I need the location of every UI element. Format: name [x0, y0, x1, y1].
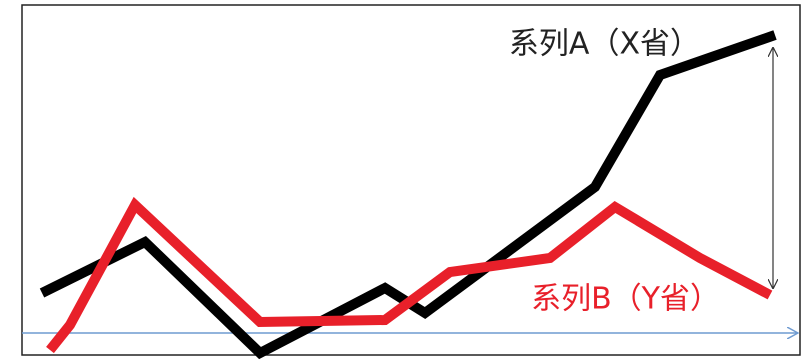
series-label: 系列B（Y省）: [531, 282, 720, 317]
series-label: 系列A（X省）: [509, 27, 700, 62]
series-line: [46, 196, 773, 354]
plot-frame: [21, 4, 801, 356]
